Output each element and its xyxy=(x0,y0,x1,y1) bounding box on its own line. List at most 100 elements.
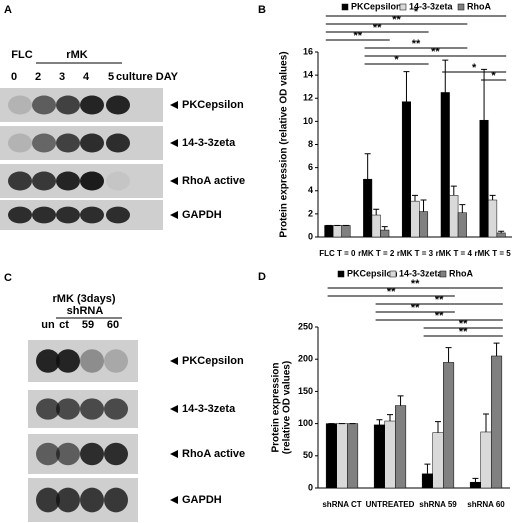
significance-label: ** xyxy=(392,14,401,26)
x-tick-label: shRNA 60 xyxy=(467,500,505,509)
bar xyxy=(457,212,467,238)
band-label: 14-3-3zeta xyxy=(182,403,236,415)
y-tick-label: 250 xyxy=(298,321,313,331)
band xyxy=(106,171,130,191)
band xyxy=(36,442,60,466)
panel-letter: A xyxy=(4,4,12,16)
y-tick-label: 2 xyxy=(308,208,313,218)
significance-label: * xyxy=(472,62,477,74)
x-tick-label: UNTREATED xyxy=(366,500,415,509)
bar xyxy=(332,225,342,238)
legend-swatch xyxy=(399,3,407,11)
group-label: FLC xyxy=(11,49,32,61)
band-label: GAPDH xyxy=(182,494,222,506)
y-tick-label: 200 xyxy=(298,354,313,364)
significance-label: * xyxy=(394,54,399,66)
error-bar xyxy=(424,463,431,474)
bar xyxy=(341,225,351,238)
bar xyxy=(432,432,444,489)
bar xyxy=(480,431,492,489)
significance-label: ** xyxy=(373,22,382,34)
band xyxy=(80,487,104,513)
arrow xyxy=(170,357,178,365)
band xyxy=(104,442,128,466)
significance-label: ** xyxy=(435,310,444,322)
y-axis-label: (relative OD values) xyxy=(282,361,293,454)
y-tick-label: 0 xyxy=(308,482,313,492)
bar xyxy=(491,355,503,489)
significance-label: ** xyxy=(431,46,440,58)
lane-label: culture DAY xyxy=(116,71,179,83)
lane-label: 60 xyxy=(107,319,119,331)
bar xyxy=(324,225,334,238)
panel-letter: D xyxy=(258,271,266,283)
band xyxy=(32,95,56,115)
x-tick-label: FLC T = 0 xyxy=(319,249,356,258)
lane-label: 5 xyxy=(108,71,114,83)
y-tick-label: 8 xyxy=(308,139,313,149)
band xyxy=(56,349,80,373)
band xyxy=(106,206,130,224)
legend-swatch xyxy=(341,3,349,11)
band xyxy=(56,206,80,224)
error-bar xyxy=(387,414,393,422)
legend-swatch xyxy=(337,270,345,278)
band-label: GAPDH xyxy=(182,209,222,221)
y-tick-label: 50 xyxy=(303,450,313,460)
band xyxy=(104,398,128,420)
error-bar xyxy=(373,208,380,216)
bar xyxy=(440,92,450,238)
x-tick-label: rMK T = 3 xyxy=(397,249,434,258)
y-tick-label: 14 xyxy=(303,70,313,80)
band-label: 14-3-3zeta xyxy=(182,137,236,149)
band xyxy=(80,171,104,191)
band xyxy=(36,398,60,420)
band-label: PKCepsilon xyxy=(182,355,244,367)
band xyxy=(56,171,80,191)
band xyxy=(8,133,32,153)
bar xyxy=(419,211,429,238)
lane-label: 4 xyxy=(83,71,90,83)
x-tick-label: rMK T = 2 xyxy=(358,249,395,258)
legend-swatch xyxy=(439,270,447,278)
group-label: shRNA xyxy=(67,305,104,317)
band xyxy=(80,442,104,466)
y-tick-label: 12 xyxy=(303,93,313,103)
lane-label: ct xyxy=(59,319,69,331)
error-bar xyxy=(397,395,404,406)
band xyxy=(32,171,56,191)
significance-label: ** xyxy=(412,38,421,50)
arrow xyxy=(170,496,178,504)
y-axis-label: Protein expression xyxy=(271,362,282,452)
error-bar xyxy=(364,153,371,180)
x-tick-label: rMK T = 5 xyxy=(474,249,511,258)
band xyxy=(56,95,80,115)
legend-label: 14-3-3zeta xyxy=(409,1,454,11)
lane-label: 59 xyxy=(82,319,94,331)
band xyxy=(8,95,32,115)
bar xyxy=(363,178,373,238)
band xyxy=(56,133,80,153)
significance-label: * xyxy=(491,70,496,82)
significance-label: * xyxy=(414,6,419,18)
bar xyxy=(443,362,455,489)
band xyxy=(32,133,56,153)
arrow xyxy=(170,177,178,185)
legend-label: RhoA xyxy=(449,268,473,278)
condition-label: rMK (3days) xyxy=(53,293,116,305)
y-tick-label: 10 xyxy=(303,116,313,126)
arrow xyxy=(170,211,178,219)
error-bar xyxy=(381,226,388,231)
error-bar xyxy=(376,419,383,425)
arrow xyxy=(170,139,178,147)
band xyxy=(56,398,80,420)
band xyxy=(80,133,104,153)
error-bar xyxy=(412,194,418,202)
band xyxy=(104,487,128,513)
bar xyxy=(336,423,348,489)
bar xyxy=(496,232,506,238)
legend-swatch xyxy=(389,270,397,278)
error-bar xyxy=(493,342,500,356)
error-bar xyxy=(420,199,427,212)
